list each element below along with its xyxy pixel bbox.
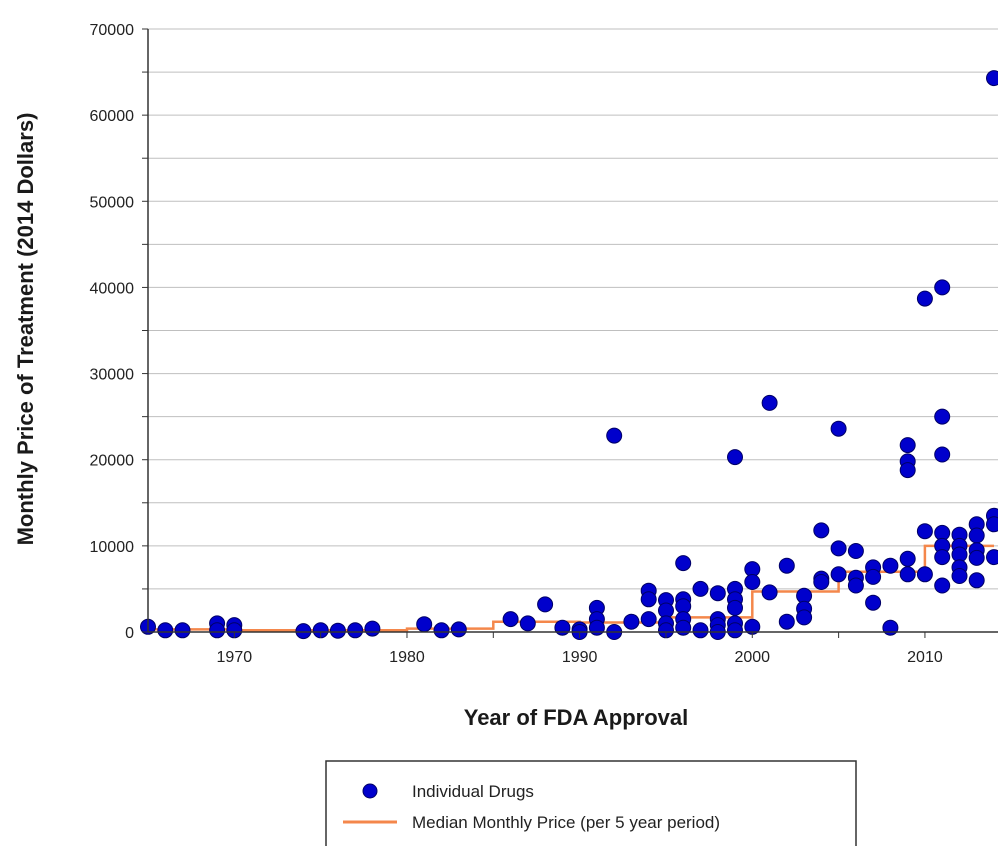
data-point [640, 591, 657, 608]
data-point [675, 619, 692, 636]
data-point [968, 549, 985, 566]
data-point [968, 527, 985, 544]
data-point [761, 584, 778, 601]
x-tick-label: 2000 [734, 649, 770, 666]
x-tick-label: 1970 [217, 649, 253, 666]
data-point [727, 622, 743, 639]
data-point [433, 622, 450, 639]
data-point [519, 615, 536, 632]
legend-label-individual-drugs: Individual Drugs [412, 782, 534, 801]
legend: Individual Drugs Median Monthly Price (p… [325, 760, 857, 846]
data-point [865, 568, 882, 585]
data-point [916, 290, 933, 307]
y-tick-labels: 0 10000 20000 30000 40000 50000 60000 70000 [90, 22, 135, 642]
x-tick-label: 1980 [389, 649, 425, 666]
y-tick-label: 10000 [90, 539, 135, 556]
data-point [899, 566, 916, 583]
data-point [813, 522, 830, 539]
data-point [778, 613, 795, 630]
y-tick-label: 40000 [90, 280, 135, 297]
data-point [502, 611, 519, 628]
data-point [934, 549, 951, 566]
data-point [537, 596, 554, 613]
data-point [951, 568, 968, 584]
data-point [830, 566, 847, 583]
data-point [364, 620, 381, 637]
data-point [934, 279, 951, 296]
data-point [554, 619, 571, 636]
x-tick-label: 1990 [562, 649, 598, 666]
data-point [347, 622, 364, 639]
data-point [986, 549, 998, 566]
data-point [830, 420, 847, 437]
data-point [882, 557, 899, 574]
y-tick-label: 60000 [90, 108, 135, 125]
data-point [830, 540, 847, 557]
data-point [692, 622, 709, 639]
data-point [640, 611, 657, 628]
data-point [934, 577, 951, 594]
data-point [209, 622, 226, 639]
data-point [899, 550, 916, 567]
data-point [157, 622, 174, 639]
data-point [813, 574, 830, 590]
legend-marker-individual-drugs [362, 783, 378, 799]
data-point [882, 619, 899, 636]
data-point [692, 580, 709, 597]
data-point [727, 599, 743, 616]
y-tick-label: 20000 [90, 453, 135, 470]
data-point [916, 566, 933, 583]
data-point [450, 621, 467, 638]
data-point [744, 574, 761, 590]
legend-box [325, 760, 857, 846]
data-point [588, 619, 605, 636]
data-point [295, 623, 312, 640]
data-point [675, 555, 692, 572]
grid-lines [148, 28, 998, 590]
x-tick-label: 2010 [907, 649, 943, 666]
legend-label-median: Median Monthly Price (per 5 year period) [412, 813, 720, 832]
data-point [796, 609, 813, 626]
data-point [416, 616, 433, 633]
data-point [899, 462, 916, 479]
data-point [174, 622, 191, 639]
data-point [606, 427, 623, 444]
data-point [709, 585, 726, 602]
data-point [623, 613, 640, 630]
data-point [865, 594, 882, 611]
x-axis-title: Year of FDA Approval [464, 705, 689, 730]
y-tick-label: 30000 [90, 367, 135, 384]
scatter-points [140, 70, 998, 640]
axes [142, 28, 998, 638]
data-point [761, 394, 778, 411]
data-point [934, 446, 951, 463]
data-point [778, 557, 795, 574]
data-point [968, 572, 985, 589]
data-point [934, 408, 951, 425]
y-axis-title: Monthly Price of Treatment (2014 Dollars… [13, 113, 38, 546]
data-point [916, 523, 933, 540]
y-tick-label: 50000 [90, 194, 135, 211]
data-point [899, 437, 916, 454]
data-point [847, 543, 864, 559]
data-point [986, 70, 998, 87]
median-line-layer [148, 544, 994, 632]
data-point [847, 577, 864, 594]
data-point [329, 622, 346, 639]
x-tick-labels: 1970 1980 1990 2000 2010 [217, 649, 943, 666]
data-point [986, 516, 998, 533]
y-tick-label: 70000 [90, 22, 135, 39]
data-point [727, 449, 743, 466]
median-step-line [148, 544, 994, 632]
y-tick-label: 0 [125, 625, 134, 642]
